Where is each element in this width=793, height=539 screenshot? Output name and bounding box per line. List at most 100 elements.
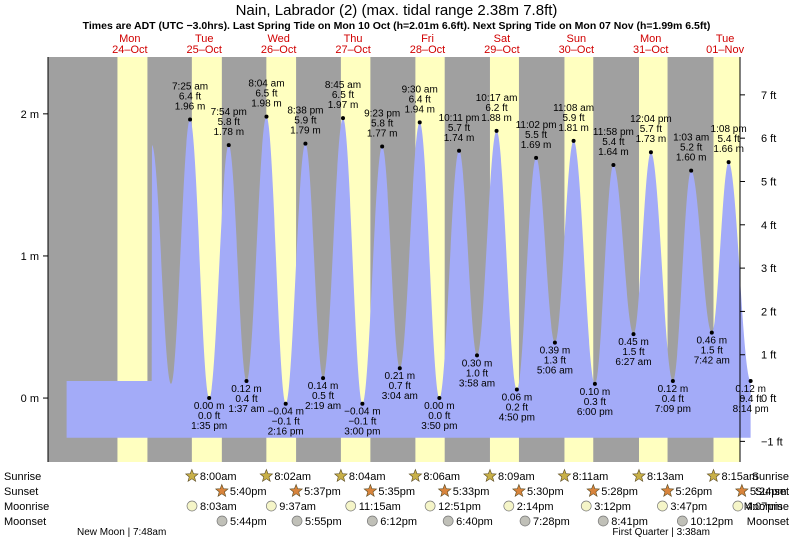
day-date-label: 31–Oct (633, 44, 668, 56)
low-tide-label: 0.4 ft (662, 394, 684, 405)
chart-subtitle: Times are ADT (UTC −3.0hrs). Last Spring… (82, 20, 711, 32)
high-tide-label: 1.98 m (251, 99, 282, 110)
moonrise-time: 8:03am (200, 501, 237, 513)
low-tide-label: 0.4 ft (235, 394, 257, 405)
high-tide-label: 1.73 m (636, 134, 667, 145)
astro-row-label-right: Sunset (755, 486, 789, 498)
moonrise-time: 3:47pm (670, 501, 707, 513)
sunset-time: 5:24pm (750, 486, 787, 498)
low-tide-label: 1.5 ft (622, 347, 644, 358)
tide-point (748, 379, 753, 383)
tide-point (689, 168, 694, 173)
high-tide-label: 5.8 ft (371, 119, 393, 130)
sunrise-icon (483, 468, 497, 482)
chart-title: Nain, Labrador (2) (max. tidal range 2.3… (235, 2, 558, 19)
high-tide-label: 8:38 pm (287, 106, 323, 117)
high-tide-label: 5.4 ft (602, 137, 624, 148)
tide-point (360, 401, 365, 406)
tide-point (494, 128, 499, 133)
moonset-time: 6:12pm (380, 516, 417, 528)
low-tide-label: 3:00 pm (344, 427, 380, 438)
tide-point (552, 340, 557, 345)
low-tide-label: 0.2 ft (506, 403, 528, 414)
astro-row-label-left: Sunset (4, 486, 38, 498)
sunrise-time: 8:04am (349, 471, 386, 483)
moonset-icon (519, 515, 531, 527)
sunrise-time: 8:15am (721, 471, 758, 483)
sunset-icon (586, 483, 601, 497)
day-name-label: Wed (267, 33, 289, 45)
sunrise-icon (557, 468, 572, 482)
low-tide-label: 3:58 am (459, 378, 495, 389)
low-tide-label: −0.1 ft (348, 417, 376, 428)
moonrise-time: 12:51pm (438, 501, 481, 513)
low-tide-label: 1:35 pm (191, 421, 227, 432)
right-tick-label: 6 ft (761, 133, 776, 145)
moonset-time: 5:44pm (230, 516, 267, 528)
astro-row-label-left: Moonrise (4, 501, 49, 513)
high-tide-label: 5.8 ft (218, 117, 240, 128)
tide-point (226, 143, 231, 148)
right-tick-label: 7 ft (761, 90, 776, 102)
astro-row-label-right: Moonset (747, 516, 789, 528)
left-tick-label: 2 m (21, 109, 39, 121)
high-tide-label: 1.69 m (521, 140, 552, 151)
moonrise-icon (345, 500, 357, 512)
moonset-icon (291, 515, 303, 527)
moon-phase-label: New Moon | 7:48am (77, 527, 166, 538)
sunset-time: 5:40pm (230, 486, 267, 498)
sunrise-icon (632, 468, 646, 482)
astro-row-label-right: Moonrise (744, 501, 789, 513)
low-tide-label: 0.12 m (658, 384, 689, 395)
tide-point (648, 150, 653, 155)
low-tide-label: −0.04 m (344, 407, 380, 418)
sunrise-icon (259, 468, 274, 482)
moonset-time: 10:12pm (690, 516, 733, 528)
right-tick-label: 2 ft (761, 306, 776, 318)
astro-row-label-left: Sunrise (4, 471, 41, 483)
high-tide-label: 7:25 am (172, 82, 208, 93)
high-tide-label: 11:08 am (553, 103, 594, 114)
sunrise-time: 8:00am (200, 471, 237, 483)
day-name-label: Mon (119, 33, 140, 45)
low-tide-label: 2:16 pm (268, 427, 304, 438)
low-tide-label: 4:50 pm (499, 413, 535, 424)
low-tide-label: 1:37 am (228, 404, 264, 415)
high-tide-label: 1.88 m (481, 113, 512, 124)
right-tick-label: 1 ft (761, 350, 776, 362)
high-tide-label: 5.9 ft (294, 116, 316, 127)
moonrise-time: 2:14pm (517, 501, 554, 513)
tide-point (514, 387, 519, 392)
sunset-icon (660, 483, 675, 497)
high-tide-label: 1:03 am (673, 133, 709, 144)
high-tide-label: 6.5 ft (255, 89, 277, 100)
day-name-label: Tue (716, 33, 735, 45)
tide-point (244, 379, 249, 383)
low-tide-label: 0.12 m (231, 384, 262, 395)
low-tide-label: 0.0 ft (428, 411, 450, 422)
low-tide-label: 0.45 m (618, 337, 649, 348)
moonrise-time: 4:07pm (746, 501, 783, 513)
day-name-label: Tue (195, 33, 214, 45)
high-tide-label: 1.94 m (404, 104, 435, 115)
day-name-label: Sun (567, 33, 587, 45)
low-tide-label: 0.00 m (194, 401, 225, 412)
high-tide-label: 9:23 pm (364, 109, 400, 120)
sunrise-icon (706, 468, 721, 482)
moonset-time: 5:55pm (305, 516, 342, 528)
moonset-icon (676, 515, 688, 527)
sunrise-time: 8:02am (274, 471, 311, 483)
moonrise-icon (657, 500, 668, 512)
moonset-icon (216, 515, 228, 527)
high-tide-label: 1.77 m (367, 129, 398, 140)
sunset-icon (437, 483, 452, 497)
high-tide-label: 5.7 ft (448, 123, 470, 134)
high-tide-label: 5.7 ft (640, 124, 662, 135)
sunset-icon (363, 483, 378, 497)
high-tide-label: 11:02 pm (516, 120, 557, 131)
sunrise-icon (408, 468, 423, 482)
tide-point (670, 379, 675, 383)
day-date-label: 27–Oct (335, 44, 370, 56)
tide-point (283, 401, 288, 406)
tide-point (264, 114, 269, 119)
